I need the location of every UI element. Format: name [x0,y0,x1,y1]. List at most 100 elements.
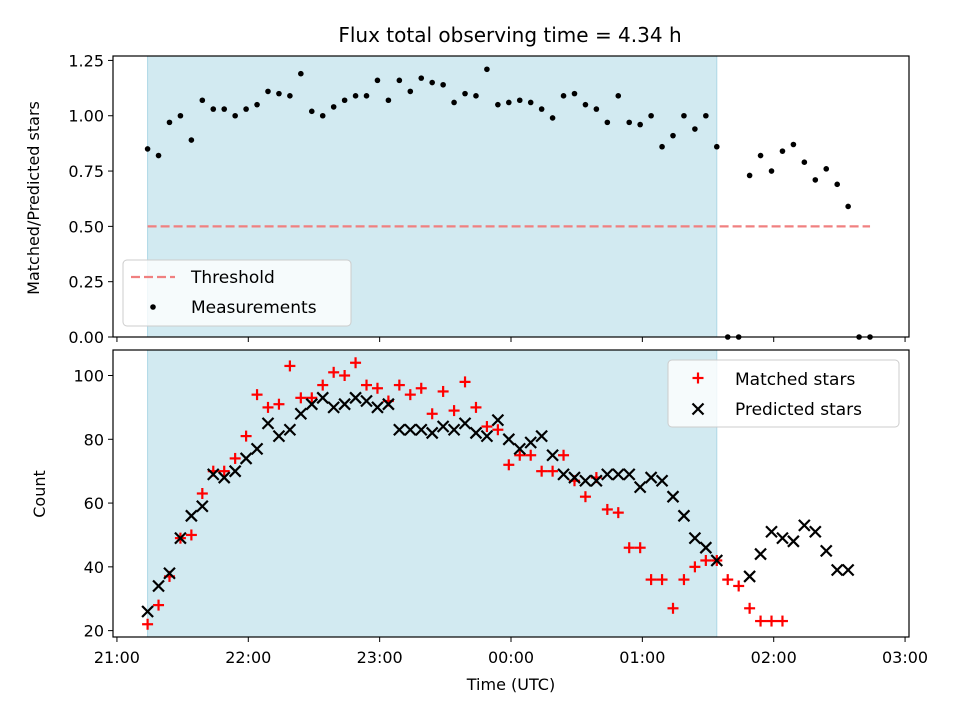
measurement-point [254,101,260,108]
measurement-point [232,112,238,119]
x-axis-label: Time (UTC) [466,675,555,694]
matched-star-point [196,488,208,499]
measurement-point [834,181,840,188]
predicted-star-point [765,525,778,539]
xtick-label: 02:00 [751,648,797,667]
measurement-point [276,90,282,97]
predicted-star-point [546,448,559,462]
legend-predicted-swatch [691,402,705,416]
matched-star-point [744,602,756,614]
ratio-ytick-label: 0.25 [68,273,104,292]
predicted-star-point [611,468,625,481]
ratio-ytick-label: 0.75 [68,162,104,181]
matched-star-point [678,574,690,586]
measurement-point [484,66,490,73]
predicted-star-point [250,442,264,456]
matched-star-point [579,491,591,503]
measurement-point [626,119,633,126]
measurement-point [451,99,457,106]
matched-star-point [306,392,318,404]
matched-star-point [601,503,613,515]
predicted-star-point [425,426,439,440]
matched-star-point [689,561,701,573]
predicted-star-point [524,436,537,449]
count-ytick-label: 60 [84,494,104,513]
matched-star-point [448,405,460,417]
legend-matched-label: Matched stars [735,370,855,390]
predicted-star-point [491,413,505,427]
predicted-star-point [239,452,253,465]
matched-star-point [262,401,274,413]
predicted-star-point [404,423,417,437]
measurement-point [319,112,326,119]
count-ytick-label: 40 [84,558,104,577]
predicted-star-point [152,579,165,593]
predicted-star-point [382,397,395,411]
predicted-star-point [798,519,811,532]
predicted-star-point [699,541,713,554]
predicted-star-point [371,401,384,414]
legend-measurements-label: Measurements [191,298,317,318]
predicted-star-point [622,468,636,481]
predicted-star-point [601,468,614,481]
legend-threshold-label: Threshold [190,268,275,288]
measurement-point [582,101,589,108]
predicted-star-point [557,468,570,481]
matched-star-point [328,366,340,378]
predicted-legend-marker [691,402,705,416]
matched-star-point [404,389,416,401]
measurement-point [407,88,414,95]
matched-star-point [623,542,635,554]
matched-star-point [755,615,767,627]
predicted-star-point [655,474,669,488]
predicted-star-point [261,417,275,430]
matched-star-point [612,507,624,519]
count-ytick-label: 100 [73,367,104,386]
matched-star-point [393,379,405,391]
predicted-star-point [590,474,603,488]
measurement-point [155,152,162,159]
ratio-ytick-label: 1.00 [68,107,104,126]
predicted-star-point [393,423,406,437]
predicted-star-point [196,499,209,513]
measurement-point [265,88,271,95]
ratio-ytick-label: 0.50 [68,217,104,236]
predicted-star-point [579,474,592,488]
predicted-star-point [513,442,527,456]
matched-star-point [437,385,449,397]
measurement-point [330,104,337,110]
matched-star-point [317,379,329,391]
measurement-point [363,93,370,99]
matched-star-point [295,392,307,404]
predicted-star-point [141,605,154,618]
measurement-point [166,119,173,126]
xtick-label: 01:00 [619,648,665,667]
predicted-star-point [830,563,844,577]
matched-star-point [514,449,526,461]
matched-star-point [361,379,373,391]
measurement-point [298,70,304,77]
matched-star-point [492,424,504,436]
predicted-star-point [809,525,822,539]
measurement-point [352,93,359,99]
measurement-point [243,106,249,112]
matched-star-point [525,449,537,461]
matched-star-point [218,465,230,477]
measurement-point [560,93,567,99]
measurement-point [287,93,293,99]
predicted-star-point [185,509,198,523]
predicted-star-point [316,391,330,405]
measurement-point [681,112,687,119]
measurement-point [199,97,206,104]
predicted-star-point [283,423,297,437]
matched-star-point [459,376,471,388]
predicted-star-point [841,563,855,577]
measurement-point [659,143,665,150]
measurement-point [462,90,468,97]
matched-star-point [776,615,788,627]
predicted-star-point [568,471,581,484]
measurement-point [527,99,534,106]
legend-matched-swatch [692,372,704,384]
measurement-point [144,146,151,152]
measurement-point [440,81,446,88]
